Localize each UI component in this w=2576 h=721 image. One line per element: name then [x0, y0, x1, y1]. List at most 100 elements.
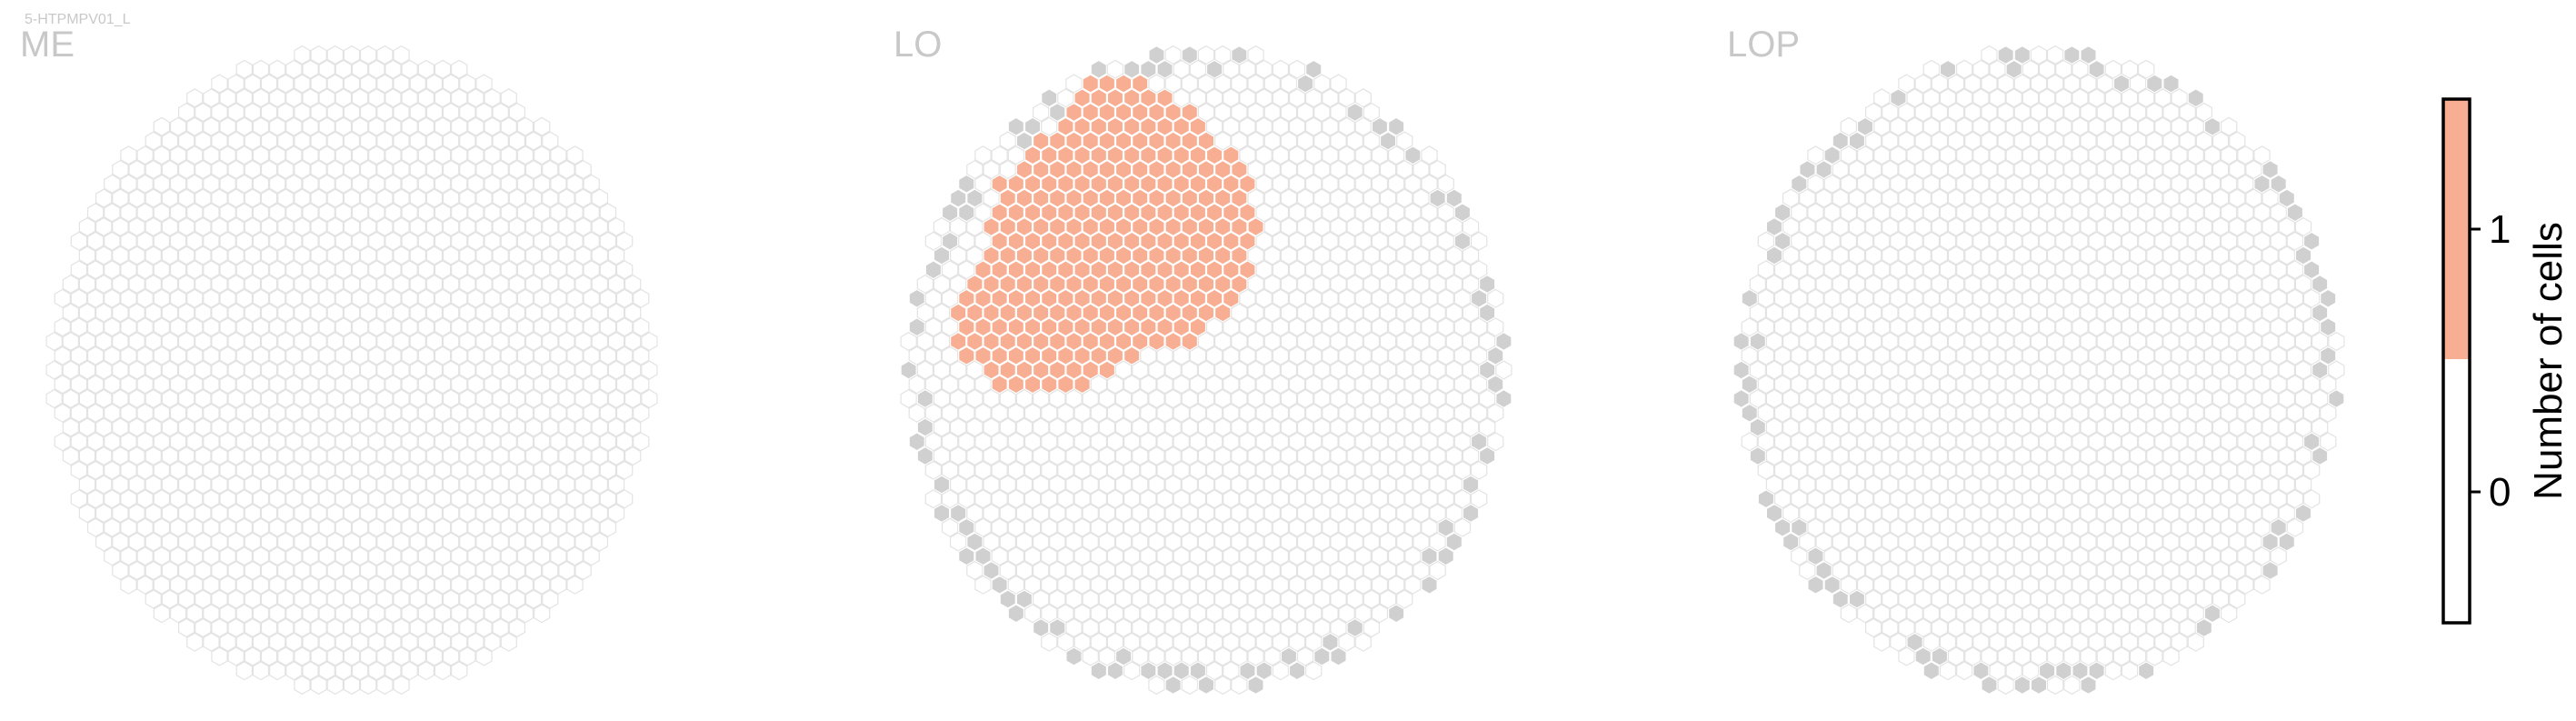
- hex-cell: [2072, 288, 2089, 308]
- hex-cell-edge: [1049, 617, 1066, 638]
- hex-cell-count-1: [1114, 131, 1133, 151]
- hex-cell: [376, 589, 394, 609]
- hex-cell: [1981, 45, 1998, 65]
- hex-cell: [1462, 216, 1480, 237]
- hex-cell: [169, 575, 187, 595]
- hex-cell: [2112, 159, 2131, 180]
- hex-cell: [86, 317, 105, 337]
- hex-cell: [1429, 560, 1446, 581]
- hex-cell: [950, 388, 967, 409]
- hex-cell-count-1: [1123, 203, 1141, 223]
- hex-cell: [145, 475, 162, 495]
- hex-cell-count-1: [1049, 188, 1066, 208]
- hex-cell: [1972, 260, 1990, 280]
- hex-cell: [1956, 88, 1973, 108]
- hex-cell: [235, 604, 253, 624]
- hex-cell: [1305, 517, 1323, 537]
- hex-cell: [1354, 317, 1372, 337]
- hex-cell: [1280, 303, 1298, 323]
- hex-cell: [334, 317, 353, 337]
- hex-cell-edge: [941, 203, 959, 223]
- hex-cell: [591, 388, 608, 409]
- hex-cell: [1181, 360, 1198, 380]
- hex-cell: [2237, 145, 2254, 165]
- hex-cell: [1823, 546, 1841, 566]
- hex-cell: [1947, 216, 1965, 237]
- hex-cell: [277, 475, 295, 495]
- hex-cell: [2162, 331, 2180, 352]
- hex-cell: [136, 432, 154, 452]
- hex-cell: [459, 646, 476, 666]
- hex-cell: [384, 375, 402, 395]
- hex-cell: [252, 403, 270, 423]
- hex-cell: [269, 174, 286, 194]
- hex-cell: [78, 216, 96, 237]
- hex-cell: [1914, 617, 1932, 638]
- hex-cell: [294, 675, 311, 696]
- hex-cell: [475, 446, 493, 466]
- hex-cell: [1296, 589, 1314, 609]
- hex-cell: [2129, 475, 2147, 495]
- hex-cell: [1288, 203, 1306, 223]
- hex-cell: [104, 403, 121, 423]
- hex-cell: [1947, 446, 1965, 466]
- hex-cell: [1922, 546, 1940, 566]
- hex-cell: [45, 331, 63, 352]
- hex-cell: [425, 131, 444, 151]
- hex-cell: [2195, 360, 2212, 380]
- hex-cell: [1388, 174, 1405, 194]
- hex-cell: [1470, 231, 1488, 251]
- hex-cell: [1882, 216, 1899, 237]
- hex-cell: [1106, 460, 1124, 480]
- hex-cell: [252, 546, 270, 566]
- hex-cell: [186, 517, 204, 537]
- hex-cell-count-1: [1098, 131, 1116, 151]
- hex-cell: [2022, 145, 2040, 165]
- hex-cell: [459, 74, 476, 94]
- hex-cell: [1914, 74, 1932, 94]
- hex-cell: [277, 503, 295, 524]
- hex-cell: [1305, 231, 1323, 251]
- hex-cell-count-1: [1015, 245, 1033, 265]
- hex-cell: [516, 375, 534, 395]
- hex-cell: [1082, 388, 1099, 409]
- hex-cell: [86, 432, 105, 452]
- hex-cell: [269, 203, 286, 223]
- hex-cell: [2171, 231, 2188, 251]
- hex-cell: [1956, 661, 1973, 681]
- hex-cell: [607, 331, 625, 352]
- hex-cell: [1765, 446, 1783, 466]
- hex-cell: [2212, 331, 2230, 352]
- hex-cell: [2245, 446, 2262, 466]
- hex-cell-count-1: [1140, 116, 1157, 136]
- hex-cell-count-1: [1023, 174, 1042, 194]
- hex-cell: [360, 131, 377, 151]
- hex-cell: [451, 317, 468, 337]
- hex-cell: [1873, 260, 1891, 280]
- hex-cell: [195, 102, 212, 123]
- hex-cell-edge: [1749, 417, 1766, 437]
- hex-cell-count-1: [1231, 274, 1248, 295]
- hex-cell: [145, 245, 162, 265]
- hex-cell: [1931, 188, 1949, 208]
- hex-cell: [950, 245, 967, 265]
- hex-cell: [1807, 403, 1824, 423]
- hex-cell: [1404, 546, 1422, 566]
- hex-cell: [1214, 532, 1232, 552]
- hex-cell-count-1: [1247, 216, 1264, 237]
- hex-cell: [484, 260, 501, 280]
- hex-cell: [1173, 403, 1190, 423]
- hex-cell: [186, 203, 204, 223]
- hex-cell: [516, 345, 534, 366]
- hex-cell: [161, 560, 179, 581]
- hex-cell: [974, 575, 992, 595]
- hex-cell: [1823, 260, 1841, 280]
- hex-cell: [1799, 417, 1816, 437]
- hex-cell: [1898, 274, 1915, 295]
- hex-cell: [2104, 632, 2122, 652]
- hex-cell: [1997, 475, 2014, 495]
- hex-cell-edge: [1815, 159, 1832, 180]
- hex-cell: [95, 331, 113, 352]
- hex-cell: [1964, 303, 1982, 323]
- hex-cell: [95, 216, 113, 237]
